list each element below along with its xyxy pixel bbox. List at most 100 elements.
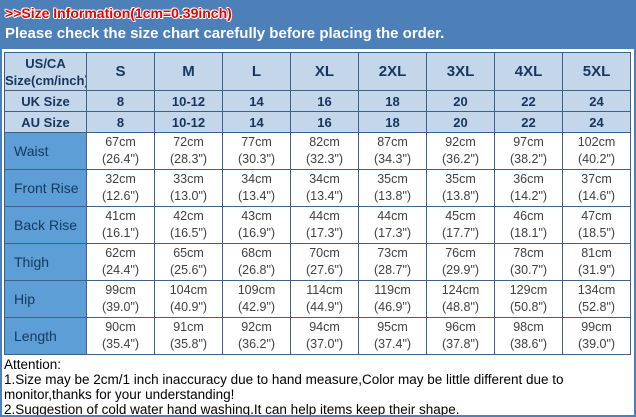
- inch-value: (14.2"): [509, 189, 548, 203]
- cm-value: 96cm: [445, 320, 476, 334]
- inch-value: (12.6"): [101, 189, 140, 203]
- size-cell: 35cm (13.8"): [358, 169, 427, 207]
- inch-value: (29.9"): [441, 263, 480, 277]
- size-cell: 129cm (50.8"): [494, 280, 563, 318]
- size-cell: 99cm (39.0"): [562, 317, 631, 355]
- cm-value: 67cm: [105, 135, 136, 149]
- cm-value: 42cm: [173, 209, 204, 223]
- inch-value: (38.6"): [509, 337, 548, 351]
- cm-value: 99cm: [581, 320, 612, 334]
- order-notice-text: Please check the size chart carefully be…: [5, 25, 445, 42]
- inch-value: (17.3"): [305, 226, 344, 240]
- cm-value: 97cm: [513, 135, 544, 149]
- size-cell: 41cm (16.1"): [86, 206, 155, 244]
- size-info-title: >>Size Information(1cm=0.39inch): [5, 5, 232, 21]
- size-cell: 70cm (27.6"): [290, 243, 359, 281]
- cm-value: 90cm: [105, 320, 136, 334]
- size-column-header: S: [86, 52, 155, 91]
- size-cell: 46cm (18.1"): [494, 206, 563, 244]
- cm-value: 99cm: [105, 283, 136, 297]
- inch-value: (40.9"): [169, 300, 208, 314]
- inch-value: (48.8"): [441, 300, 480, 314]
- inch-value: (17.3"): [373, 226, 412, 240]
- cm-value: 44cm: [377, 209, 408, 223]
- uk-size-value: 8: [86, 90, 155, 112]
- inch-value: (35.4"): [101, 337, 140, 351]
- inch-value: (27.6"): [305, 263, 344, 277]
- cm-value: 34cm: [241, 172, 272, 186]
- size-cell: 67cm (26.4"): [86, 132, 155, 170]
- row-label-length: Length: [4, 317, 87, 355]
- inch-value: (37.0"): [305, 337, 344, 351]
- attention-note-2: 2.Suggestion of cold water hand washing.…: [4, 402, 460, 417]
- size-cell: 102cm (40.2"): [562, 132, 631, 170]
- size-cell: 43cm (16.9"): [222, 206, 291, 244]
- table-row-waist: Waist 67cm (26.4") 72cm (28.3") 77cm (30.3"…: [4, 132, 631, 170]
- inch-value: (13.0"): [169, 189, 208, 203]
- table-row-front-rise: Front Rise 32cm (12.6") 33cm (13.0") 34cm (…: [4, 169, 631, 207]
- inch-value: (25.6"): [169, 263, 208, 277]
- inch-value: (39.0"): [101, 300, 140, 314]
- au-size-value: 20: [426, 111, 495, 133]
- size-cell: 90cm (35.4"): [86, 317, 155, 355]
- table-row-back-rise: Back Rise 41cm (16.1") 42cm (16.5") 43cm (1…: [4, 206, 631, 244]
- size-column-header: M: [154, 52, 223, 91]
- inch-value: (16.5"): [169, 226, 208, 240]
- uk-size-row: UK Size 8 10-12 14 16 18 20 22 24: [4, 90, 631, 112]
- size-cell: 87cm (34.3"): [358, 132, 427, 170]
- size-cell: 109cm (42.9"): [222, 280, 291, 318]
- size-cell: 77cm (30.3"): [222, 132, 291, 170]
- inch-value: (40.2"): [577, 152, 616, 166]
- cm-value: 68cm: [241, 246, 272, 260]
- au-size-value: 14: [222, 111, 291, 133]
- inch-value: (17.7"): [441, 226, 480, 240]
- size-cell: 91cm (35.8"): [154, 317, 223, 355]
- row-label-front-rise: Front Rise: [4, 169, 87, 207]
- size-column-header: 4XL: [494, 52, 563, 91]
- inch-value: (37.8"): [441, 337, 480, 351]
- cm-value: 76cm: [445, 246, 476, 260]
- inch-value: (26.8"): [237, 263, 276, 277]
- header-banner: >>Size Information(1cm=0.39inch) Please …: [2, 2, 634, 49]
- cm-value: 72cm: [173, 135, 204, 149]
- inch-value: (35.8"): [169, 337, 208, 351]
- size-cell: 97cm (38.2"): [494, 132, 563, 170]
- uk-size-value: 16: [290, 90, 359, 112]
- inch-value: (39.0"): [577, 337, 616, 351]
- table-row-length: Length 90cm (35.4") 91cm (35.8") 92cm (36.2…: [4, 317, 631, 355]
- cm-value: 65cm: [173, 246, 204, 260]
- inch-value: (50.8"): [509, 300, 548, 314]
- inch-value: (42.9"): [237, 300, 276, 314]
- row-label-back-rise: Back Rise: [4, 206, 87, 244]
- cm-value: 70cm: [309, 246, 340, 260]
- au-size-value: 16: [290, 111, 359, 133]
- cm-value: 33cm: [173, 172, 204, 186]
- cm-value: 73cm: [377, 246, 408, 260]
- inch-value: (24.4"): [101, 263, 140, 277]
- size-chart-table: US/CA Size(cm/inch) S M L XL 2XL 3XL 4XL…: [4, 52, 631, 355]
- attention-notes: Attention: 1.Size may be 2cm/1 inch inac…: [2, 355, 634, 417]
- cm-value: 92cm: [241, 320, 272, 334]
- cm-value: 32cm: [105, 172, 136, 186]
- inch-value: (37.4"): [373, 337, 412, 351]
- size-cell: 114cm (44.9"): [290, 280, 359, 318]
- size-cell: 37cm (14.6"): [562, 169, 631, 207]
- size-cell: 44cm (17.3"): [358, 206, 427, 244]
- cm-value: 104cm: [169, 283, 208, 297]
- cm-value: 77cm: [241, 135, 272, 149]
- uk-size-value: 24: [562, 90, 631, 112]
- inch-value: (13.8"): [441, 189, 480, 203]
- size-column-header: XL: [290, 52, 359, 91]
- corner-header-line1: US/CA: [25, 55, 66, 71]
- inch-value: (52.8"): [577, 300, 616, 314]
- size-cell: 119cm (46.9"): [358, 280, 427, 318]
- cm-value: 124cm: [441, 283, 480, 297]
- size-cell: 42cm (16.5"): [154, 206, 223, 244]
- table-row-thigh: Thigh 62cm (24.4") 65cm (25.6") 68cm (26.8"…: [4, 243, 631, 281]
- cm-value: 102cm: [577, 135, 616, 149]
- size-cell: 73cm (28.7"): [358, 243, 427, 281]
- cm-value: 46cm: [513, 209, 544, 223]
- cm-value: 37cm: [581, 172, 612, 186]
- cm-value: 94cm: [309, 320, 340, 334]
- cm-value: 36cm: [513, 172, 544, 186]
